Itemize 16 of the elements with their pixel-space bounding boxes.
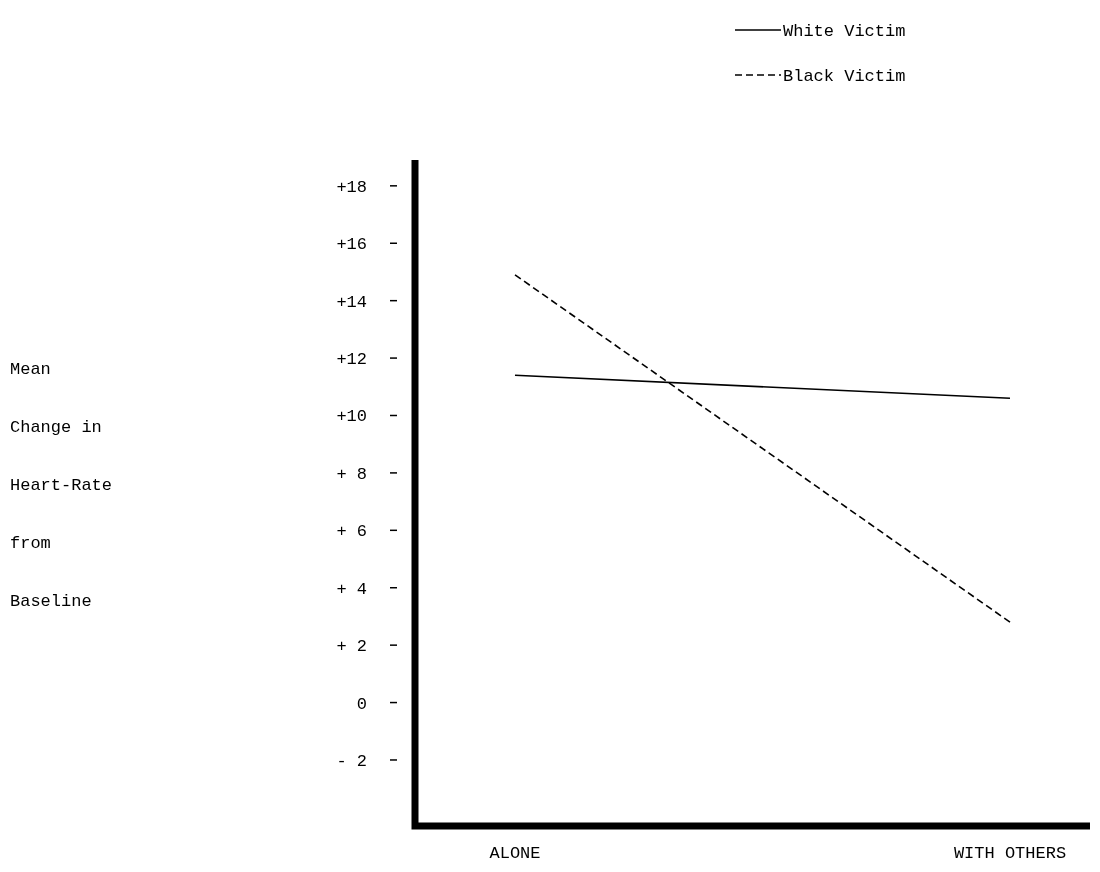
x-tick-label: WITH OTHERS <box>953 844 1067 863</box>
legend-label: Black Victim <box>783 66 906 86</box>
y-tick-label: + 6 <box>336 522 367 542</box>
y-tick-label: +16 <box>336 235 367 255</box>
legend-label: White Victim <box>783 21 906 41</box>
y-tick-label: +18 <box>336 177 367 197</box>
y-tick-label: + 2 <box>336 637 367 657</box>
y-tick-label: + 8 <box>336 464 367 484</box>
x-tick-label: ALONE <box>489 844 541 863</box>
y-tick-label: +12 <box>336 350 367 370</box>
y-tick-label: +14 <box>336 292 367 312</box>
text: Mean Change in Heart-Rate from Baseline <box>10 360 113 611</box>
y-tick-label: - 2 <box>336 751 367 771</box>
y-tick-label: + 4 <box>336 579 367 599</box>
y-tick-label: +10 <box>336 407 367 427</box>
y-tick-label: 0 <box>356 694 367 714</box>
